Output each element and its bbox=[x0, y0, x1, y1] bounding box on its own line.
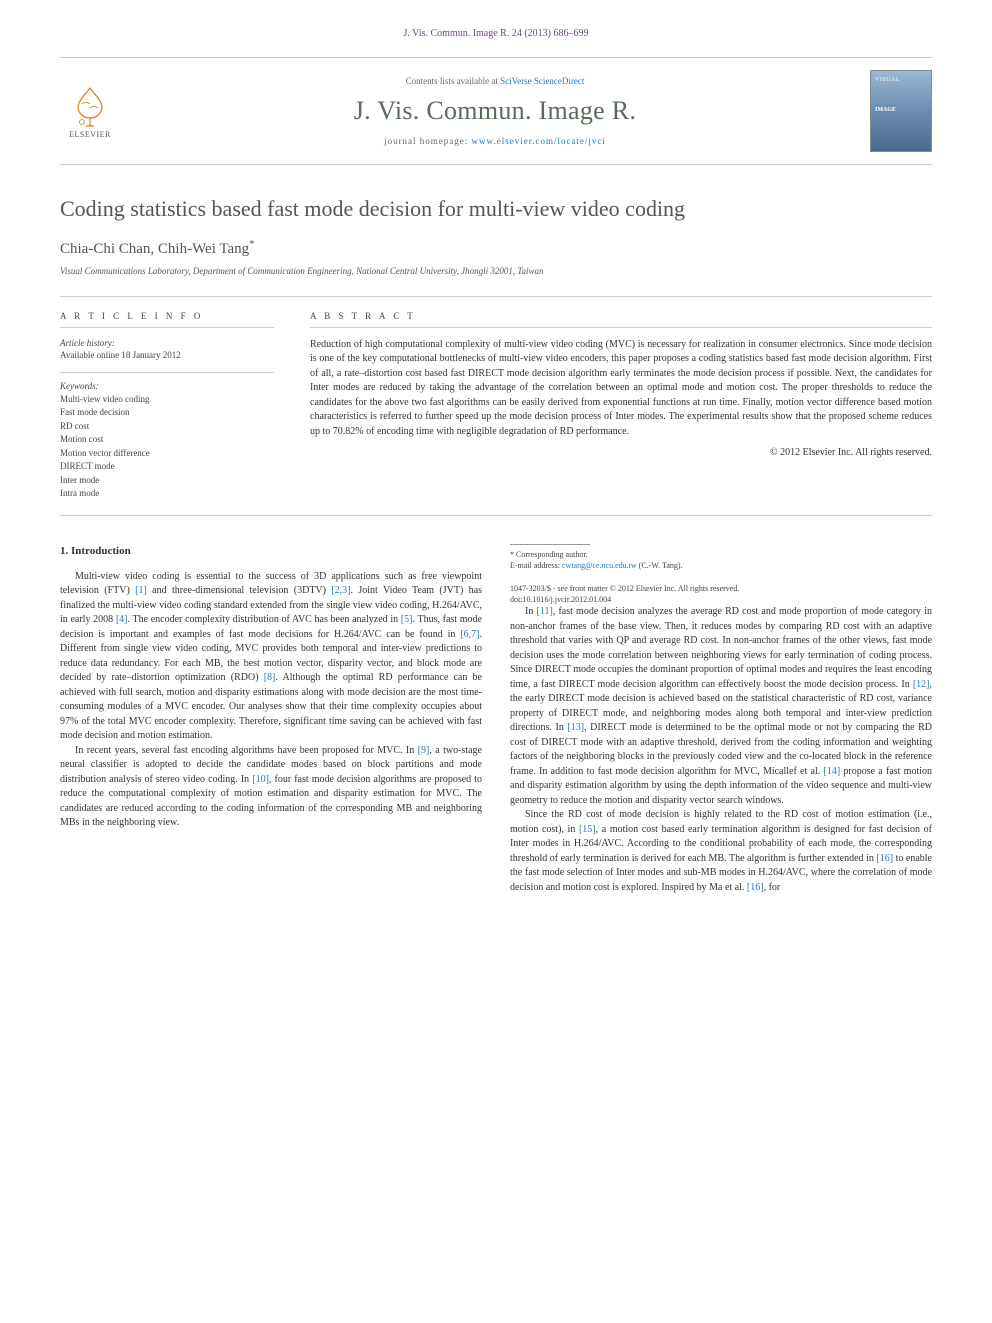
email-label: E-mail address: bbox=[510, 561, 562, 570]
info-abstract-row: A R T I C L E I N F O Article history: A… bbox=[60, 296, 932, 516]
abstract-block: A B S T R A C T Reduction of high comput… bbox=[290, 297, 932, 515]
footer-doi-line: doi:10.1016/j.jvcir.2012.01.004 bbox=[510, 594, 932, 605]
abstract-text: Reduction of high computational complexi… bbox=[310, 338, 932, 440]
elsevier-logo: ELSEVIER bbox=[60, 76, 120, 146]
homepage-link[interactable]: www.elsevier.com/locate/jvci bbox=[472, 136, 606, 146]
email-name: (C.-W. Tang). bbox=[637, 561, 683, 570]
body-paragraph: In [11], fast mode decision analyzes the… bbox=[510, 605, 932, 808]
header-citation: J. Vis. Commun. Image R. 24 (2013) 686–6… bbox=[60, 28, 932, 39]
abstract-copyright: © 2012 Elsevier Inc. All rights reserved… bbox=[310, 447, 932, 458]
body-paragraph: Since the RD cost of mode decision is hi… bbox=[510, 808, 932, 895]
publisher-name: ELSEVIER bbox=[69, 130, 111, 139]
history-value: Available online 18 January 2012 bbox=[60, 350, 274, 360]
masthead-center: Contents lists available at SciVerse Sci… bbox=[120, 76, 870, 146]
footer-meta: 1047-3203/$ - see front matter © 2012 El… bbox=[510, 583, 932, 605]
body-columns: 1. Introduction Multi-view video coding … bbox=[60, 544, 932, 896]
masthead: ELSEVIER Contents lists available at Sci… bbox=[60, 57, 932, 165]
authors-names: Chia-Chi Chan, Chih-Wei Tang bbox=[60, 241, 249, 257]
email-link[interactable]: cwtang@ce.ncu.edu.tw bbox=[562, 561, 637, 570]
homepage-line: journal homepage: www.elsevier.com/locat… bbox=[120, 136, 870, 146]
footnote-separator bbox=[510, 544, 590, 545]
keywords-list: Multi-view video coding Fast mode decisi… bbox=[60, 393, 274, 501]
article-title: Coding statistics based fast mode decisi… bbox=[60, 195, 932, 224]
article-info-block: A R T I C L E I N F O Article history: A… bbox=[60, 297, 290, 515]
keyword-item: DIRECT mode bbox=[60, 460, 274, 474]
email-footnote: E-mail address: cwtang@ce.ncu.edu.tw (C.… bbox=[510, 560, 932, 571]
history-label: Article history: bbox=[60, 338, 274, 348]
sciencedirect-link[interactable]: SciVerse ScienceDirect bbox=[500, 76, 584, 86]
keyword-item: Intra mode bbox=[60, 487, 274, 501]
journal-cover-thumbnail bbox=[870, 70, 932, 152]
homepage-prefix: journal homepage: bbox=[384, 136, 471, 146]
keyword-item: Fast mode decision bbox=[60, 406, 274, 420]
contents-prefix: Contents lists available at bbox=[406, 76, 500, 86]
keywords-label: Keywords: bbox=[60, 372, 274, 391]
body-paragraph: Multi-view video coding is essential to … bbox=[60, 570, 482, 744]
section-heading-introduction: 1. Introduction bbox=[60, 544, 482, 560]
keyword-item: Inter mode bbox=[60, 474, 274, 488]
keyword-item: Motion vector difference bbox=[60, 447, 274, 461]
body-paragraph: In recent years, several fast encoding a… bbox=[60, 744, 482, 831]
journal-name: J. Vis. Commun. Image R. bbox=[120, 96, 870, 126]
keyword-item: Multi-view video coding bbox=[60, 393, 274, 407]
corresponding-mark: * bbox=[249, 238, 255, 250]
contents-available-line: Contents lists available at SciVerse Sci… bbox=[120, 76, 870, 86]
keyword-item: Motion cost bbox=[60, 433, 274, 447]
keyword-item: RD cost bbox=[60, 420, 274, 434]
affiliation: Visual Communications Laboratory, Depart… bbox=[60, 266, 932, 276]
corresponding-author-footnote: * Corresponding author. bbox=[510, 549, 932, 560]
footer-copyright-line: 1047-3203/$ - see front matter © 2012 El… bbox=[510, 583, 932, 594]
article-info-label: A R T I C L E I N F O bbox=[60, 311, 274, 328]
abstract-label: A B S T R A C T bbox=[310, 311, 932, 328]
authors-line: Chia-Chi Chan, Chih-Wei Tang* bbox=[60, 238, 932, 258]
elsevier-tree-icon bbox=[68, 84, 112, 128]
